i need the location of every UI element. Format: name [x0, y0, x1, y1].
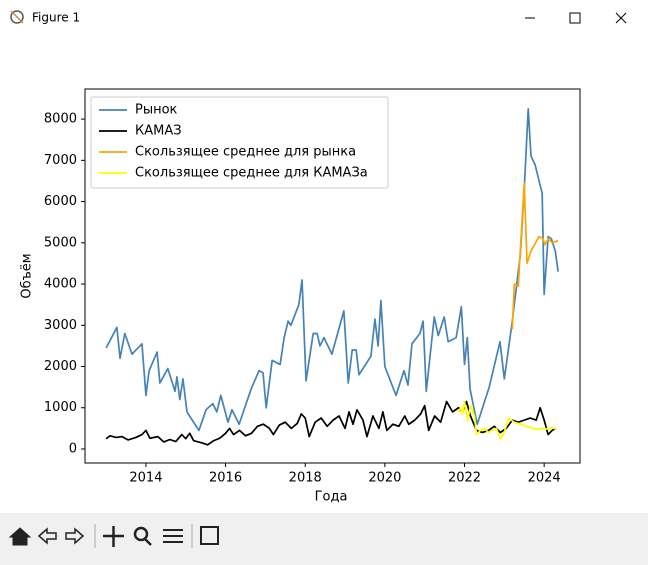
plot: 2014 2016 2018 2020 2022 2024 0 1000 2000 3000 400…	[44, 96, 561, 486]
legend-label: Рынок	[135, 103, 178, 118]
y-tick-label: 1000	[44, 400, 77, 415]
maximize-button[interactable]	[569, 12, 581, 24]
configure-button[interactable]	[163, 529, 183, 543]
legend-box	[90, 96, 389, 189]
y-tick-label: 8000	[44, 112, 77, 127]
y-tick-label: 2000	[44, 359, 77, 374]
home-button[interactable]	[8, 527, 32, 546]
legend-label: Скользящее среднее для рынка	[135, 145, 356, 160]
zoom-button[interactable]	[133, 526, 152, 546]
y-tick-label: 4000	[44, 277, 77, 292]
series-line	[457, 400, 557, 440]
legend: Рынок КАМАЗ Скользящее среднее для рынка Ск…	[90, 96, 389, 189]
y-axis-label: Объём	[20, 253, 35, 298]
toolbar	[0, 513, 648, 565]
close-button[interactable]	[615, 12, 627, 24]
x-tick-label: 2018	[289, 471, 322, 486]
y-tick-label: 0	[69, 441, 77, 456]
legend-label: Скользящее среднее для КАМАЗа	[135, 166, 368, 181]
toolbar-icons	[8, 524, 219, 548]
forward-button[interactable]	[65, 527, 85, 545]
back-button[interactable]	[37, 527, 57, 545]
y-tick-label: 3000	[44, 318, 77, 333]
x-axis-label: Года	[315, 490, 348, 505]
legend-label: КАМАЗ	[135, 124, 182, 139]
x-tick-label: 2014	[129, 471, 162, 486]
y-tick-label: 6000	[44, 194, 77, 209]
pan-button[interactable]	[103, 526, 124, 547]
x-tick-label: 2022	[448, 471, 481, 486]
x-tick-label: 2016	[209, 471, 242, 486]
title-bar	[0, 0, 648, 34]
save-button[interactable]	[200, 526, 219, 545]
x-tick-label: 2024	[528, 471, 561, 486]
series-line	[105, 107, 559, 432]
x-tick-label: 2020	[368, 471, 401, 486]
y-tick-label: 7000	[44, 153, 77, 168]
y-tick-label: 5000	[44, 235, 77, 250]
window-title: Figure 1	[32, 11, 80, 25]
series-line	[105, 400, 557, 446]
app-icon	[10, 10, 24, 24]
series-line	[511, 182, 559, 330]
